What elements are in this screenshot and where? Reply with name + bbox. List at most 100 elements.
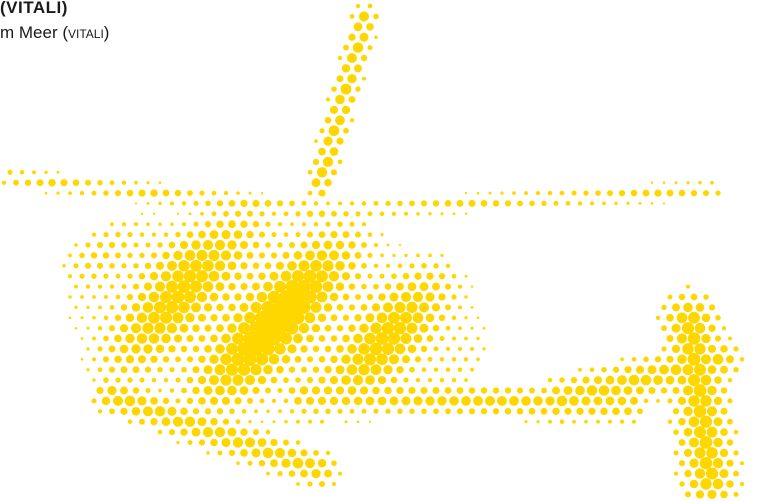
halftone-dot	[346, 364, 358, 376]
halftone-dot	[268, 354, 280, 365]
halftone-dot	[326, 201, 330, 206]
halftone-dot	[295, 440, 301, 445]
halftone-dot	[707, 344, 717, 353]
halftone-dot	[563, 386, 573, 395]
halftone-dot	[347, 386, 357, 395]
halftone-dot	[294, 396, 302, 405]
halftone-dot	[317, 396, 327, 405]
halftone-dot	[263, 364, 273, 375]
halftone-dot	[409, 366, 415, 373]
halftone-dot	[185, 313, 195, 323]
halftone-dot	[464, 378, 468, 382]
halftone-dot	[421, 263, 427, 269]
halftone-dot	[456, 387, 464, 394]
halftone-dot	[175, 377, 181, 383]
halftone-dot	[134, 180, 138, 185]
halftone-dot	[144, 262, 152, 270]
halftone-dot	[130, 323, 142, 334]
halftone-dot	[261, 300, 275, 314]
halftone-dot	[330, 231, 338, 239]
halftone-dot	[161, 333, 171, 344]
halftone-dot	[659, 364, 669, 375]
halftone-dot	[310, 259, 322, 272]
halftone-dot	[552, 407, 560, 416]
halftone-dot	[203, 365, 213, 375]
halftone-dot	[325, 408, 331, 415]
halftone-dot	[137, 292, 147, 302]
halftone-dot	[370, 322, 382, 334]
halftone-dot	[262, 447, 274, 459]
halftone-dot	[596, 419, 600, 424]
halftone-dot	[120, 366, 128, 374]
halftone-dot	[241, 408, 247, 414]
halftone-dot	[68, 316, 72, 320]
halftone-dot	[250, 301, 262, 313]
halftone-dot	[426, 272, 434, 280]
halftone-dot	[409, 200, 415, 207]
halftone-dot	[319, 128, 325, 134]
halftone-dot	[284, 419, 288, 424]
halftone-dot	[288, 387, 296, 394]
halftone-dot	[103, 190, 109, 196]
halftone-dot	[311, 324, 321, 333]
halftone-dot	[354, 251, 362, 259]
halftone-dot	[127, 419, 133, 424]
halftone-dot	[142, 302, 154, 313]
halftone-dot	[389, 292, 399, 302]
halftone-dot	[677, 375, 687, 385]
halftone-dot	[689, 458, 699, 468]
halftone-dot	[312, 158, 320, 166]
halftone-dot	[168, 241, 176, 249]
halftone-dot	[713, 396, 723, 406]
halftone-dot	[719, 448, 729, 458]
halftone-dot	[318, 335, 326, 342]
halftone-dot	[204, 324, 212, 332]
halftone-dot	[451, 315, 457, 321]
halftone-dot	[307, 481, 313, 487]
halftone-dot	[317, 458, 327, 468]
halftone-dot	[464, 191, 468, 195]
halftone-dot	[432, 282, 440, 291]
halftone-dot	[688, 395, 700, 407]
halftone-dot	[234, 293, 242, 301]
halftone-dot	[168, 429, 176, 436]
halftone-dot	[202, 259, 214, 272]
halftone-dot	[250, 364, 262, 376]
halftone-dot	[92, 378, 96, 382]
halftone-dot	[227, 240, 237, 250]
halftone-dot	[202, 239, 214, 251]
halftone-dot	[315, 270, 329, 283]
halftone-dot	[292, 457, 304, 469]
halftone-dot	[162, 189, 170, 197]
halftone-dot	[378, 293, 386, 301]
halftone-dot	[265, 221, 271, 227]
halftone-dot	[392, 253, 396, 258]
halftone-dot	[227, 323, 237, 333]
halftone-dot	[678, 460, 686, 467]
halftone-dot	[643, 356, 649, 363]
halftone-dot	[239, 240, 249, 250]
halftone-dot	[676, 333, 688, 344]
halftone-dot	[186, 397, 194, 405]
halftone-dot	[470, 346, 474, 351]
halftone-dot	[132, 387, 140, 394]
halftone-dot	[7, 169, 13, 175]
halftone-dot	[445, 304, 451, 311]
halftone-dot	[647, 365, 657, 375]
halftone-dot	[179, 240, 189, 250]
halftone-dot	[571, 190, 577, 196]
halftone-dot	[366, 23, 374, 31]
halftone-dot	[120, 304, 128, 311]
halftone-dot	[264, 200, 272, 207]
halftone-dot	[470, 306, 474, 309]
halftone-dot	[464, 316, 468, 320]
halftone-dot	[126, 293, 134, 301]
halftone-dot	[228, 449, 236, 457]
halftone-dot	[412, 312, 424, 324]
halftone-dot	[337, 159, 343, 165]
halftone-dot	[343, 127, 349, 134]
halftone-dot	[721, 326, 727, 331]
halftone-dot	[328, 125, 340, 137]
halftone-dot	[451, 357, 457, 362]
halftone-dot	[270, 252, 278, 259]
